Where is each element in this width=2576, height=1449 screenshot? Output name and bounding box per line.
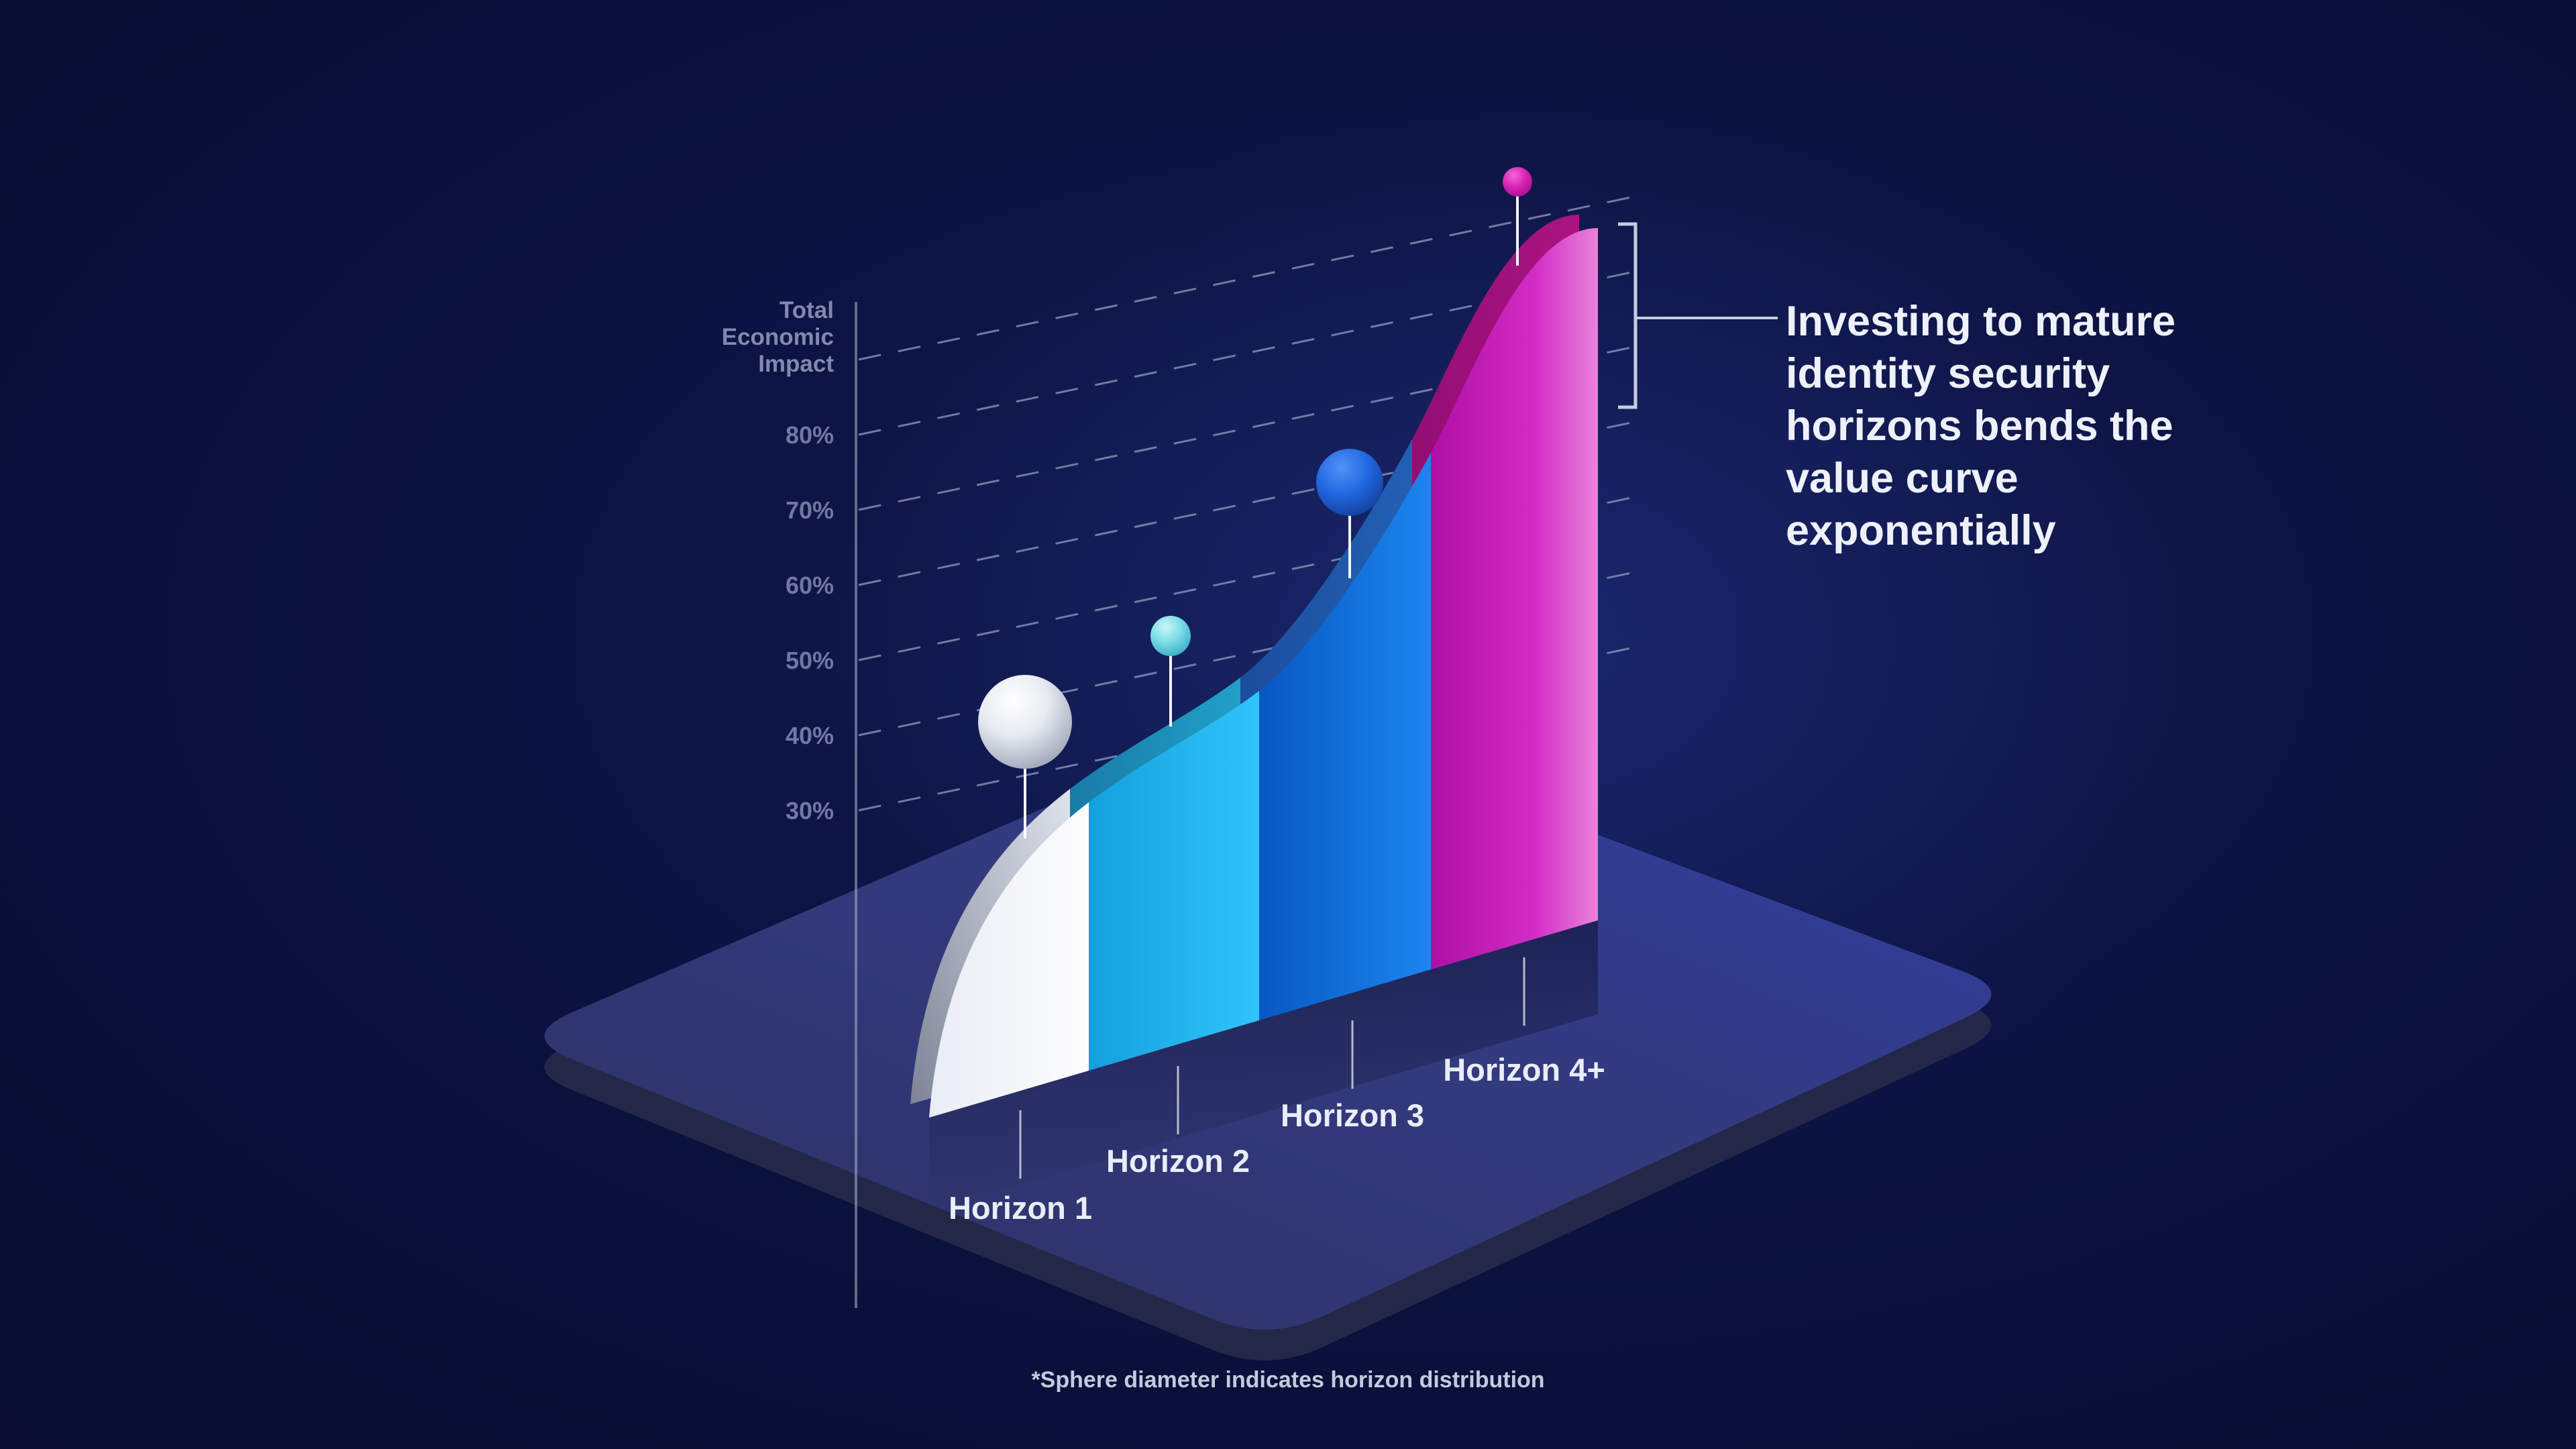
y-axis-title-line1: Total [780, 297, 834, 323]
sphere-horizon-4 [1503, 167, 1532, 197]
chart-area-segments [929, 228, 1598, 1118]
annotation-line-5: exponentially [1786, 507, 2056, 554]
tick-label-30: 30% [786, 797, 834, 824]
annotation-callout [1618, 222, 1778, 409]
annotation-bracket [1618, 222, 1638, 409]
annotation-line-1: Investing to mature [1786, 298, 2176, 345]
x-label-horizon-2: Horizon 2 [1106, 1143, 1250, 1179]
tick-label-70: 70% [786, 496, 834, 524]
area-horizon-2 [1089, 691, 1259, 1071]
area-horizon-3 [1259, 453, 1431, 1020]
area-horizon-1 [929, 802, 1089, 1118]
annotation-line-4: value curve [1786, 455, 2019, 502]
annotation-line-3: horizons bends the [1786, 402, 2174, 449]
y-axis-tick-labels: 80% 70% 60% 50% 40% 30% [786, 421, 834, 824]
x-label-horizon-3: Horizon 3 [1281, 1097, 1424, 1133]
tick-label-50: 50% [786, 647, 834, 674]
sphere-horizon-1 [978, 675, 1072, 769]
footnote: *Sphere diameter indicates horizon distr… [1031, 1367, 1544, 1393]
x-labels: Horizon 1 Horizon 2 Horizon 3 Horizon 4+ [949, 1052, 1605, 1226]
x-label-horizon-1: Horizon 1 [949, 1190, 1092, 1226]
annotation-text: Investing to mature identity security ho… [1786, 298, 2176, 554]
annotation-line-2: identity security [1786, 350, 2110, 397]
y-axis-title-line2: Economic [722, 324, 834, 350]
tick-label-40: 40% [786, 722, 834, 749]
tick-label-60: 60% [786, 572, 834, 599]
y-axis-title: Total Economic Impact [722, 297, 835, 377]
x-label-horizon-4: Horizon 4+ [1443, 1052, 1605, 1087]
tick-label-80: 80% [786, 421, 834, 449]
area-horizon-4 [1431, 228, 1598, 969]
chart-shadow [929, 920, 1598, 1212]
platform [544, 722, 1992, 1361]
sphere-horizon-2 [1150, 616, 1191, 656]
y-axis-title-line3: Impact [758, 351, 834, 377]
sphere-sticks [1024, 195, 1519, 839]
sphere-horizon-3 [1316, 449, 1383, 516]
spheres [978, 167, 1532, 769]
gridline-90 [858, 194, 1642, 361]
x-tick-lines [1019, 957, 1525, 1179]
